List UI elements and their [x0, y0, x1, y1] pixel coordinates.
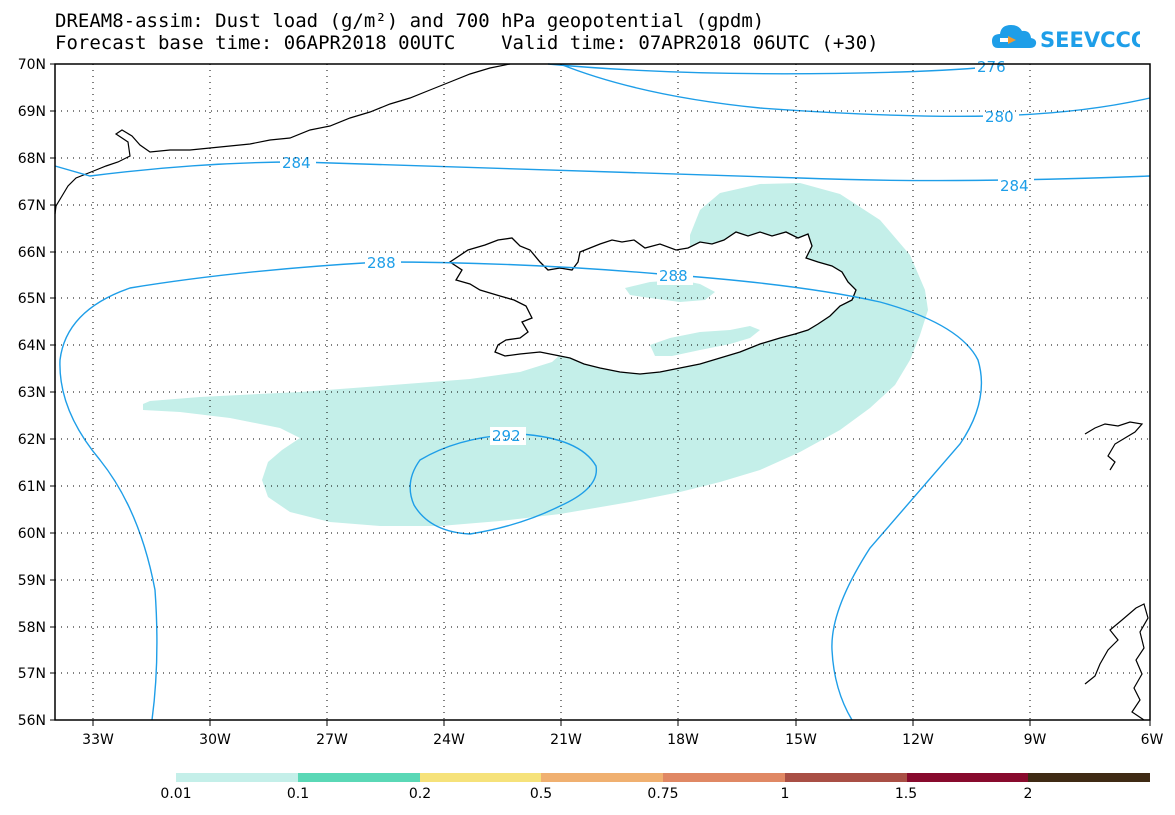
colorbar-label: 0.2 [408, 786, 432, 802]
colorbar-segment [297, 773, 420, 782]
contour-276 [547, 63, 1001, 75]
lat-label: 59N [18, 573, 46, 589]
logo-text: SEEVCCC [1040, 28, 1140, 52]
contour-label-288-east: 288 [659, 267, 688, 285]
scotland-coast [1084, 603, 1149, 721]
dust-map: 276 280 284 284 288 288 292 [18, 57, 1164, 748]
colorbar-segment [419, 773, 542, 782]
lon-label: 33W [82, 732, 114, 748]
contour-label-276: 276 [977, 58, 1006, 76]
lat-label: 69N [18, 104, 46, 120]
contour-288 [59, 261, 983, 721]
colorbar-label: 1 [780, 786, 790, 802]
lat-label: 66N [18, 245, 46, 261]
tick-marks [50, 63, 1151, 726]
lon-label: 15W [785, 732, 817, 748]
contour-284 [54, 161, 1151, 182]
colorbar-label: 1.5 [894, 786, 918, 802]
greenland-coast [54, 63, 511, 215]
colorbar-segment [663, 773, 785, 782]
lon-label: 18W [667, 732, 699, 748]
colorbar-segment [906, 773, 1029, 782]
lat-label: 58N [18, 620, 46, 636]
lat-label: 64N [18, 338, 46, 354]
gridlines [55, 64, 1150, 720]
seevccc-logo: SEEVCCC [992, 25, 1140, 52]
lon-label: 6W [1141, 732, 1164, 748]
colorbar-label: 0.5 [529, 786, 553, 802]
contour-280 [559, 63, 1151, 118]
colorbar-segment [784, 773, 907, 782]
lat-label: 60N [18, 526, 46, 542]
lat-label: 56N [18, 713, 46, 729]
map-title-line1: DREAM8-assim: Dust load (g/m²) and 700 h… [55, 10, 765, 32]
lat-labels: 70N 69N 68N 67N 66N 65N 64N 63N 62N 61N … [18, 57, 46, 729]
lon-label: 30W [199, 732, 231, 748]
contour-label-284-west: 284 [282, 154, 311, 172]
lon-label: 12W [902, 732, 934, 748]
contour-label-288-west: 288 [367, 254, 396, 272]
lon-label: 27W [316, 732, 348, 748]
lon-label: 9W [1024, 732, 1047, 748]
colorbar-segment [541, 773, 663, 782]
colorbar-label: 2 [1023, 786, 1033, 802]
lon-label: 24W [433, 732, 465, 748]
faroe-coast [1084, 421, 1144, 471]
lat-label: 70N [18, 57, 46, 73]
colorbar-label: 0.75 [647, 786, 679, 802]
lon-label: 21W [550, 732, 582, 748]
lat-label: 61N [18, 479, 46, 495]
lon-labels: 33W 30W 27W 24W 21W 18W 15W 12W 9W 6W [82, 732, 1163, 748]
cloud-icon [992, 25, 1037, 48]
lat-label: 57N [18, 666, 46, 682]
lat-label: 65N [18, 291, 46, 307]
dust-over-iceland [650, 326, 760, 356]
dust-area [143, 183, 928, 526]
colorbar-segment [1028, 773, 1150, 782]
colorbar-label: 0.01 [160, 786, 192, 802]
geopotential-contours [54, 63, 1151, 721]
lat-label: 68N [18, 151, 46, 167]
iceland-land [448, 231, 857, 375]
map-title-line2: Forecast base time: 06APR2018 00UTC Vali… [55, 32, 879, 54]
colorbar-label: 0.1 [286, 786, 310, 802]
colorbar [176, 773, 1150, 782]
lat-label: 63N [18, 385, 46, 401]
colorbar-segment [176, 773, 298, 782]
lat-label: 67N [18, 198, 46, 214]
contour-label-292: 292 [492, 427, 521, 445]
contour-label-284-east: 284 [1000, 177, 1029, 195]
dust-over-iceland [625, 280, 715, 302]
lat-label: 62N [18, 432, 46, 448]
contour-label-280: 280 [985, 108, 1014, 126]
